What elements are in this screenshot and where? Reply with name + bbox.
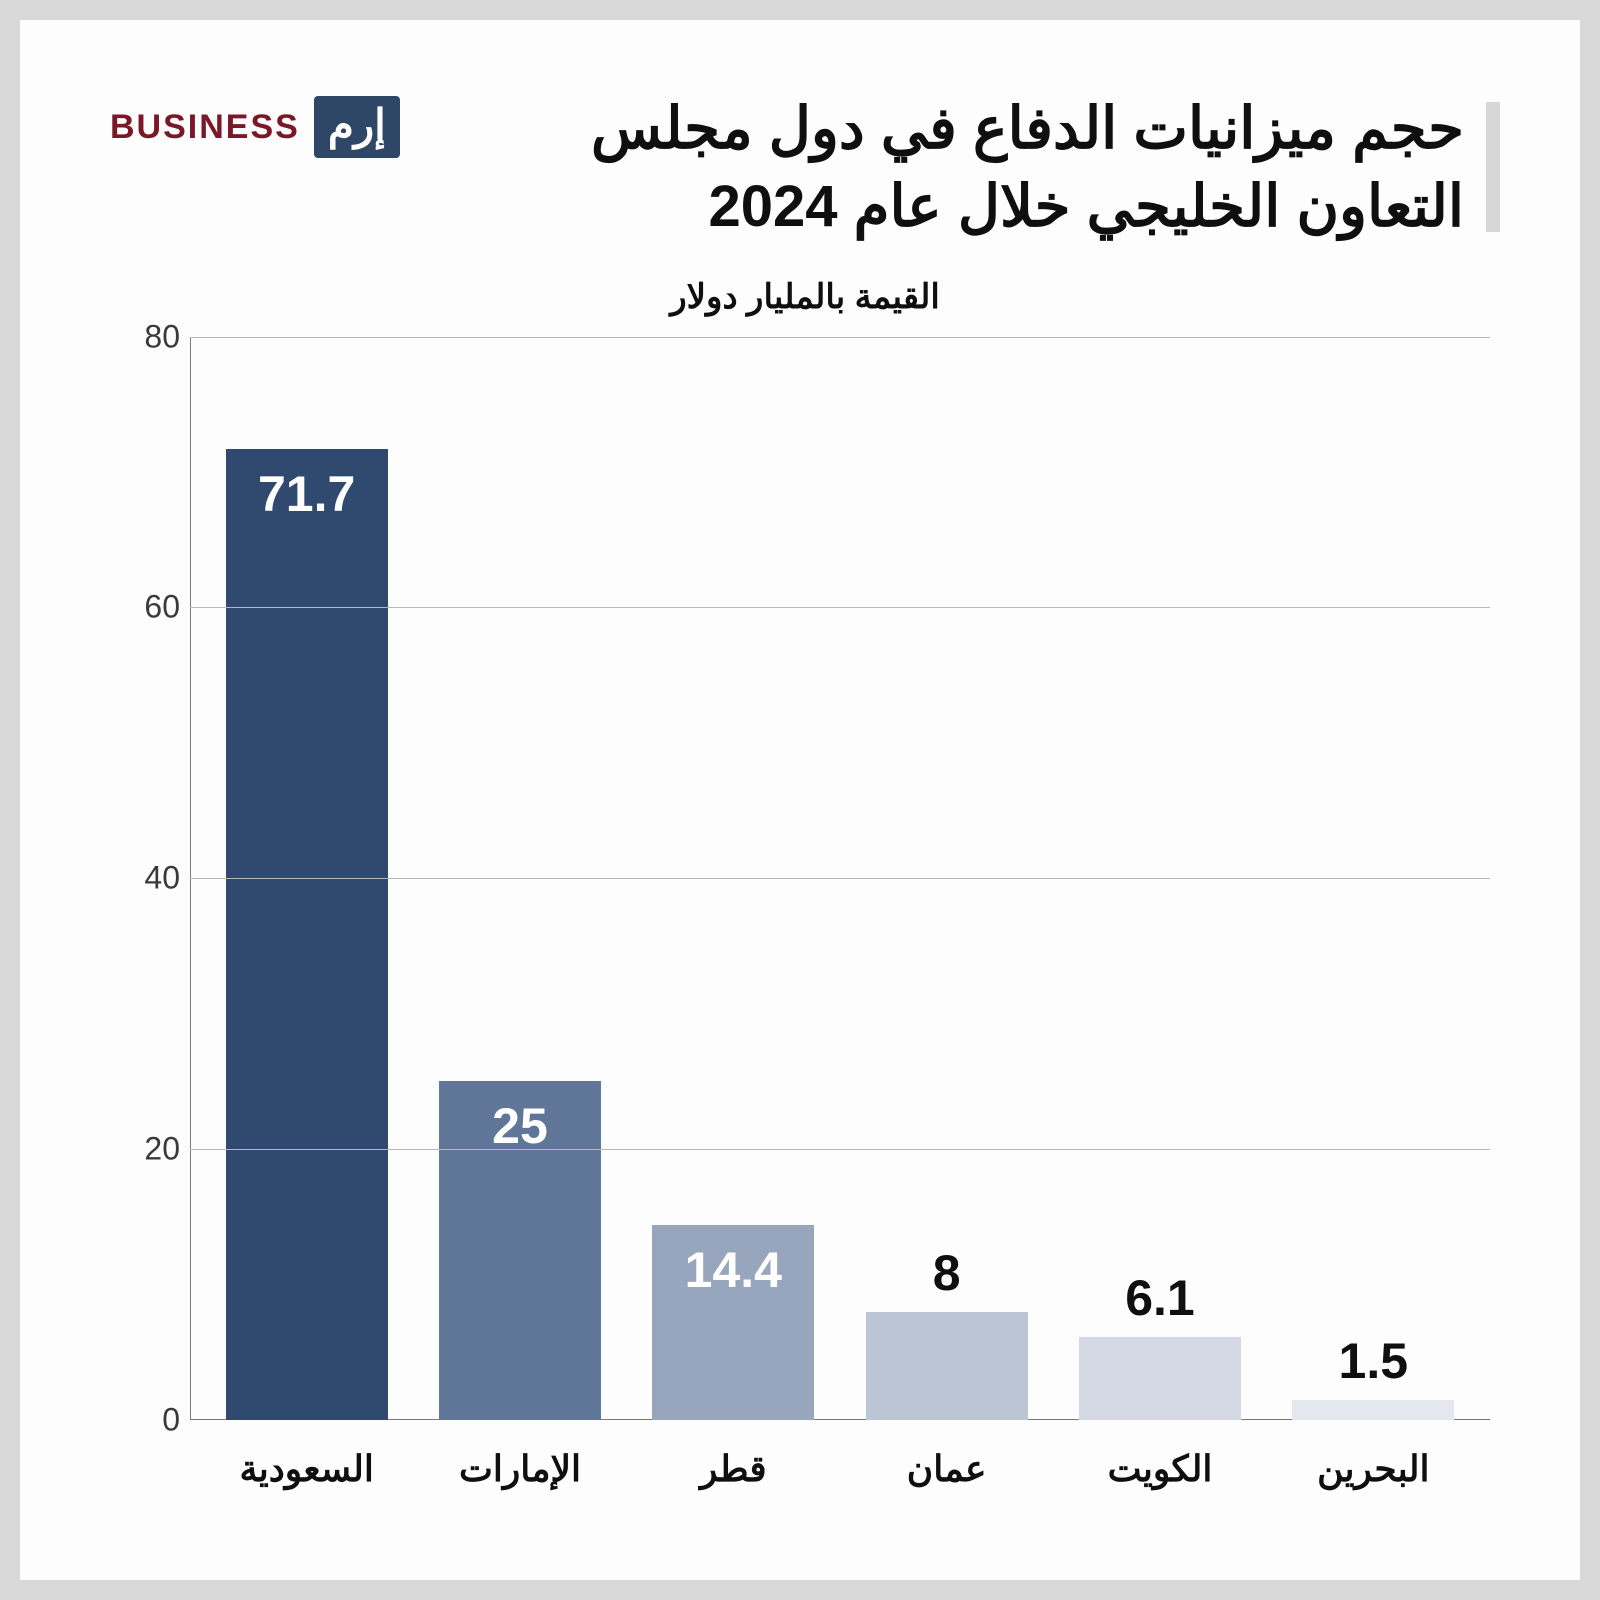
y-tick-label: 60 bbox=[120, 589, 180, 626]
title-accent-bar bbox=[1486, 102, 1500, 232]
bar: 8 bbox=[866, 1312, 1028, 1420]
brand-logo: BUSINESS إرم bbox=[110, 96, 400, 158]
bar: 6.1 bbox=[1079, 1337, 1241, 1420]
x-category-label: الإمارات bbox=[413, 1430, 626, 1510]
bar: 14.4 bbox=[652, 1225, 814, 1420]
bar: 25 bbox=[439, 1081, 601, 1420]
y-tick-label: 80 bbox=[120, 318, 180, 355]
bar-value-label: 25 bbox=[439, 1097, 601, 1155]
grid-line bbox=[190, 607, 1490, 608]
x-category-label: السعودية bbox=[200, 1430, 413, 1510]
bar: 1.5 bbox=[1292, 1400, 1454, 1420]
bar-value-label: 6.1 bbox=[1079, 1269, 1241, 1327]
plot-area: 71.72514.486.11.5 020406080 bbox=[190, 337, 1490, 1420]
y-tick-label: 20 bbox=[120, 1131, 180, 1168]
grid-line bbox=[190, 337, 1490, 338]
bar-value-label: 8 bbox=[866, 1244, 1028, 1302]
brand-box: إرم bbox=[314, 96, 400, 158]
page-title: حجم ميزانيات الدفاع في دول مجلس التعاون … bbox=[440, 90, 1464, 247]
x-category-label: قطر bbox=[627, 1430, 840, 1510]
x-category-label: البحرين bbox=[1267, 1430, 1480, 1510]
x-category-label: عمان bbox=[840, 1430, 1053, 1510]
header: حجم ميزانيات الدفاع في دول مجلس التعاون … bbox=[110, 90, 1500, 247]
title-wrap: حجم ميزانيات الدفاع في دول مجلس التعاون … bbox=[440, 90, 1500, 247]
x-category-label: الكويت bbox=[1053, 1430, 1266, 1510]
y-tick-label: 0 bbox=[120, 1402, 180, 1439]
infographic-card: حجم ميزانيات الدفاع في دول مجلس التعاون … bbox=[20, 20, 1580, 1580]
bar-chart: 71.72514.486.11.5 020406080 السعوديةالإم… bbox=[110, 327, 1500, 1510]
grid-line bbox=[190, 878, 1490, 879]
y-tick-label: 40 bbox=[120, 860, 180, 897]
grid-line bbox=[190, 1149, 1490, 1150]
bar-value-label: 14.4 bbox=[652, 1241, 814, 1299]
bar-value-label: 1.5 bbox=[1292, 1332, 1454, 1390]
x-label-row: السعوديةالإماراتقطرعمانالكويتالبحرين bbox=[190, 1430, 1490, 1510]
bar: 71.7 bbox=[226, 449, 388, 1420]
brand-word: BUSINESS bbox=[110, 108, 300, 147]
chart-subtitle: القيمة بالمليار دولار bbox=[110, 277, 1500, 317]
bar-value-label: 71.7 bbox=[226, 465, 388, 523]
